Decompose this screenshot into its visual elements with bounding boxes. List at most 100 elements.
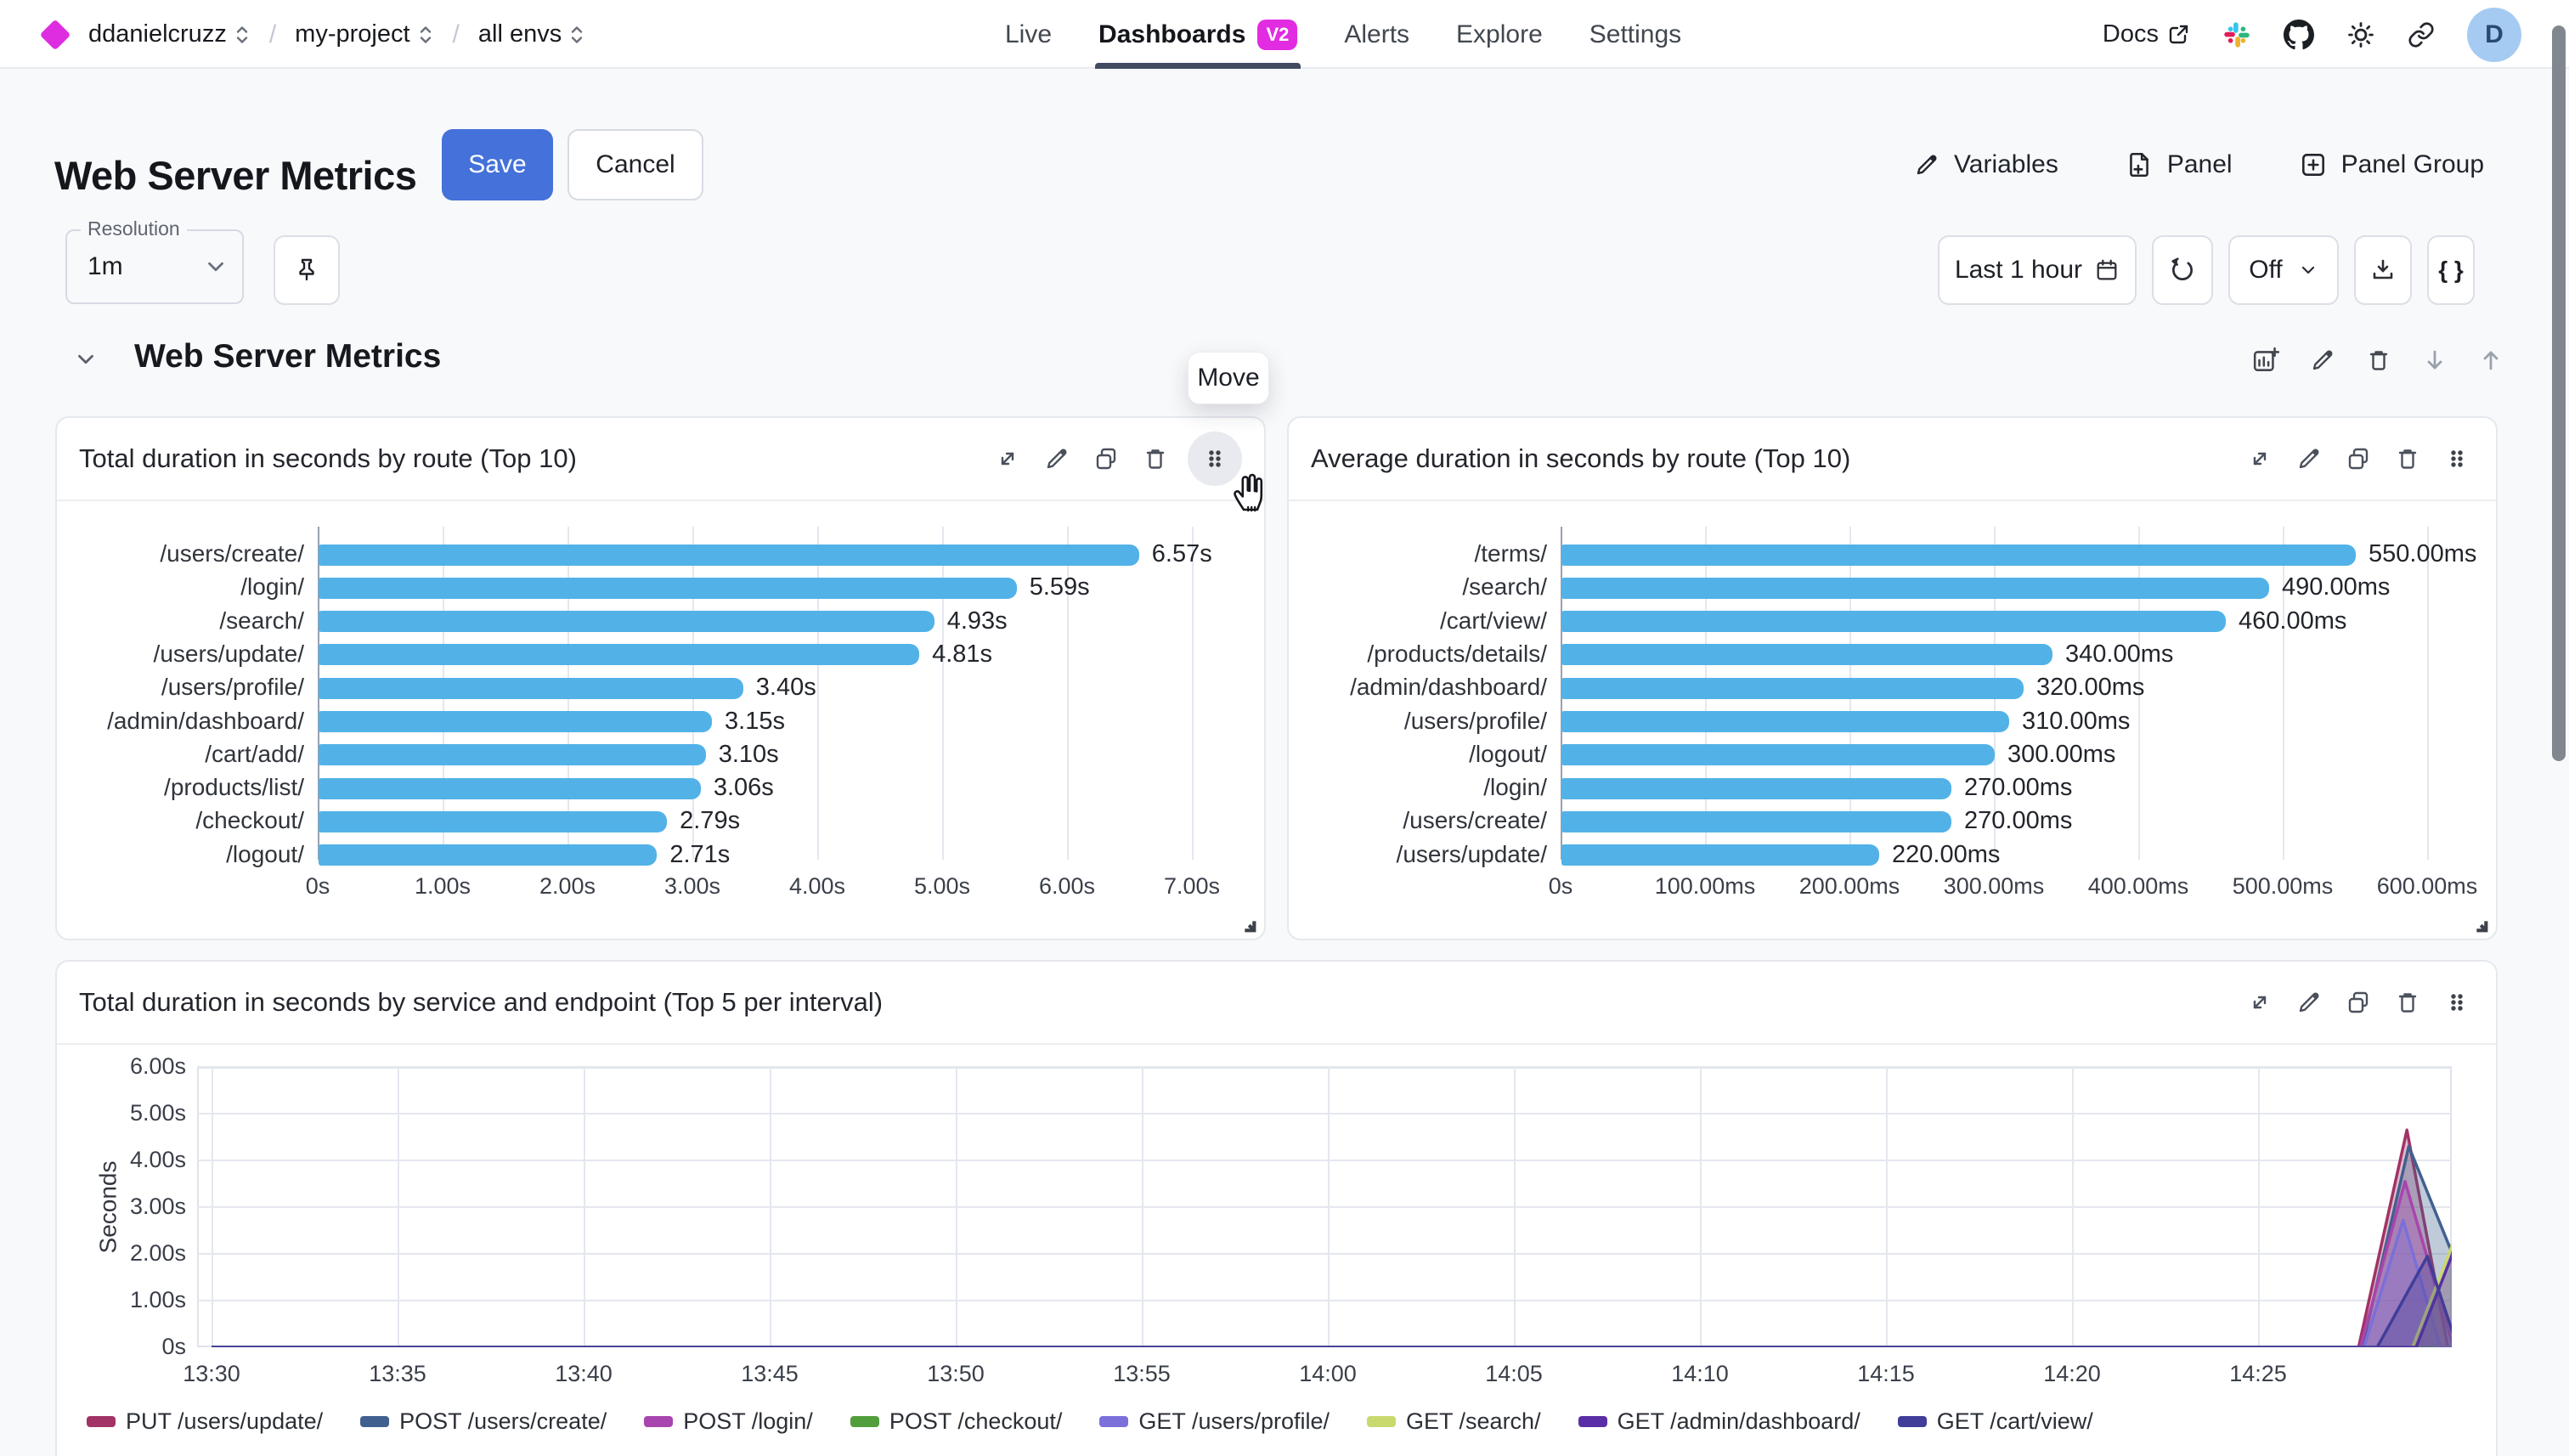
legend-item[interactable]: POST /checkout/ bbox=[850, 1408, 1062, 1435]
bar-category-label: /search/ bbox=[1462, 573, 1547, 601]
series-area[interactable] bbox=[212, 1220, 2452, 1347]
cancel-button[interactable]: Cancel bbox=[567, 129, 703, 200]
legend-item[interactable]: GET /users/profile/ bbox=[1099, 1408, 1330, 1435]
github-icon[interactable] bbox=[2284, 19, 2314, 50]
nav-item-dashboards[interactable]: Dashboards V2 bbox=[1095, 0, 1301, 69]
pin-button[interactable] bbox=[274, 235, 340, 305]
resize-corner-icon[interactable] bbox=[2470, 915, 2489, 934]
bar[interactable] bbox=[1561, 544, 2356, 566]
delete-panel-button[interactable] bbox=[1138, 442, 1172, 476]
bar[interactable] bbox=[319, 744, 706, 766]
series-line[interactable] bbox=[212, 1238, 2452, 1347]
series-area[interactable] bbox=[212, 1256, 2452, 1347]
series-line[interactable] bbox=[212, 1255, 2452, 1347]
move-group-up-button[interactable] bbox=[2474, 343, 2508, 377]
delete-panel-button[interactable] bbox=[2391, 442, 2425, 476]
expand-panel-button[interactable] bbox=[2243, 985, 2277, 1019]
drag-handle[interactable] bbox=[2440, 442, 2474, 476]
square-plus-icon bbox=[2299, 150, 2328, 179]
legend-item[interactable]: POST /login/ bbox=[644, 1408, 813, 1435]
bar[interactable] bbox=[1561, 577, 2269, 599]
add-chart-button[interactable] bbox=[2250, 343, 2284, 377]
bar[interactable] bbox=[319, 611, 934, 633]
delete-group-button[interactable] bbox=[2362, 343, 2396, 377]
bar-value-label: 2.71s bbox=[669, 840, 731, 868]
move-group-down-button[interactable] bbox=[2418, 343, 2452, 377]
trash-icon bbox=[2365, 347, 2392, 374]
series-area[interactable] bbox=[212, 1130, 2452, 1347]
bar[interactable] bbox=[1561, 810, 1951, 832]
bar[interactable] bbox=[319, 711, 713, 732]
series-line[interactable] bbox=[212, 1218, 2452, 1347]
delete-panel-button[interactable] bbox=[2391, 985, 2425, 1019]
edit-panel-button[interactable] bbox=[1040, 442, 1074, 476]
legend-item[interactable]: PUT /users/update/ bbox=[87, 1408, 323, 1435]
breadcrumb-environment[interactable]: all envs bbox=[478, 20, 585, 48]
edit-panel-button[interactable] bbox=[2292, 985, 2326, 1019]
bar[interactable] bbox=[319, 577, 1017, 599]
resolution-select[interactable]: Resolution 1m bbox=[65, 217, 244, 304]
bar[interactable] bbox=[1561, 644, 2052, 666]
bar[interactable] bbox=[1561, 611, 2226, 633]
series-line[interactable] bbox=[212, 1128, 2452, 1347]
edit-group-button[interactable] bbox=[2306, 343, 2340, 377]
bar[interactable] bbox=[1561, 844, 1879, 866]
legend-item[interactable]: GET /search/ bbox=[1367, 1408, 1541, 1435]
bar[interactable] bbox=[1561, 677, 2024, 699]
variables-button[interactable]: Variables bbox=[1913, 150, 2058, 179]
bar[interactable] bbox=[319, 777, 701, 799]
edit-panel-button[interactable] bbox=[2292, 442, 2326, 476]
series-line[interactable] bbox=[212, 1144, 2452, 1348]
legend-item[interactable]: POST /users/create/ bbox=[360, 1408, 607, 1435]
series-plot bbox=[212, 1128, 2452, 1348]
download-button[interactable] bbox=[2354, 235, 2412, 305]
drag-handle[interactable] bbox=[2440, 985, 2474, 1019]
duplicate-panel-button[interactable] bbox=[1089, 442, 1123, 476]
user-avatar[interactable]: D bbox=[2467, 7, 2521, 62]
bar-category-label: /products/details/ bbox=[1367, 640, 1547, 667]
docs-link[interactable]: Docs bbox=[2103, 20, 2190, 48]
slack-icon[interactable] bbox=[2222, 20, 2251, 49]
bar[interactable] bbox=[319, 544, 1139, 566]
vertical-scrollbar-thumb[interactable] bbox=[2552, 25, 2566, 761]
expand-panel-button[interactable] bbox=[991, 442, 1025, 476]
auto-refresh-select[interactable]: Off bbox=[2228, 235, 2339, 305]
refresh-button[interactable] bbox=[2152, 235, 2213, 305]
series-area[interactable] bbox=[212, 1146, 2452, 1348]
time-range-button[interactable]: Last 1 hour bbox=[1938, 235, 2137, 305]
nav-item-explore[interactable]: Explore bbox=[1456, 0, 1543, 69]
series-area[interactable] bbox=[212, 1247, 2452, 1347]
bar[interactable] bbox=[1561, 711, 2009, 732]
brand-logo-icon[interactable] bbox=[39, 19, 71, 50]
nav-item-alerts[interactable]: Alerts bbox=[1344, 0, 1409, 69]
json-view-button[interactable]: { } bbox=[2427, 235, 2475, 305]
bar[interactable] bbox=[319, 844, 658, 866]
bar[interactable] bbox=[319, 810, 668, 832]
duplicate-panel-button[interactable] bbox=[2341, 442, 2375, 476]
bar[interactable] bbox=[319, 677, 743, 699]
drag-handle[interactable] bbox=[1188, 432, 1242, 486]
resize-corner-icon[interactable] bbox=[1239, 915, 1257, 934]
theme-toggle-sun-icon[interactable] bbox=[2346, 20, 2375, 49]
breadcrumb-org[interactable]: ddanielcruzz bbox=[88, 20, 251, 48]
series-area[interactable] bbox=[212, 1181, 2452, 1347]
add-panel-button[interactable]: Panel bbox=[2125, 150, 2233, 179]
series-line[interactable] bbox=[212, 1247, 2452, 1347]
share-link-icon[interactable] bbox=[2408, 21, 2435, 48]
legend-item[interactable]: GET /cart/view/ bbox=[1897, 1408, 2093, 1435]
save-button[interactable]: Save bbox=[442, 129, 553, 200]
series-line[interactable] bbox=[212, 1180, 2452, 1347]
panel-title: Average duration in seconds by route (To… bbox=[1311, 443, 1851, 473]
legend-item[interactable]: GET /admin/dashboard/ bbox=[1578, 1408, 1860, 1435]
bar[interactable] bbox=[1561, 744, 1995, 766]
bar[interactable] bbox=[1561, 777, 1951, 799]
expand-panel-button[interactable] bbox=[2243, 442, 2277, 476]
duplicate-panel-button[interactable] bbox=[2341, 985, 2375, 1019]
add-panel-group-button[interactable]: Panel Group bbox=[2299, 150, 2484, 179]
section-collapse-chevron-icon[interactable] bbox=[73, 347, 99, 372]
nav-item-live[interactable]: Live bbox=[1005, 0, 1052, 69]
breadcrumb-project[interactable]: my-project bbox=[295, 20, 433, 48]
bar[interactable] bbox=[319, 644, 920, 666]
series-area[interactable] bbox=[212, 1238, 2452, 1347]
nav-item-settings[interactable]: Settings bbox=[1589, 0, 1681, 69]
